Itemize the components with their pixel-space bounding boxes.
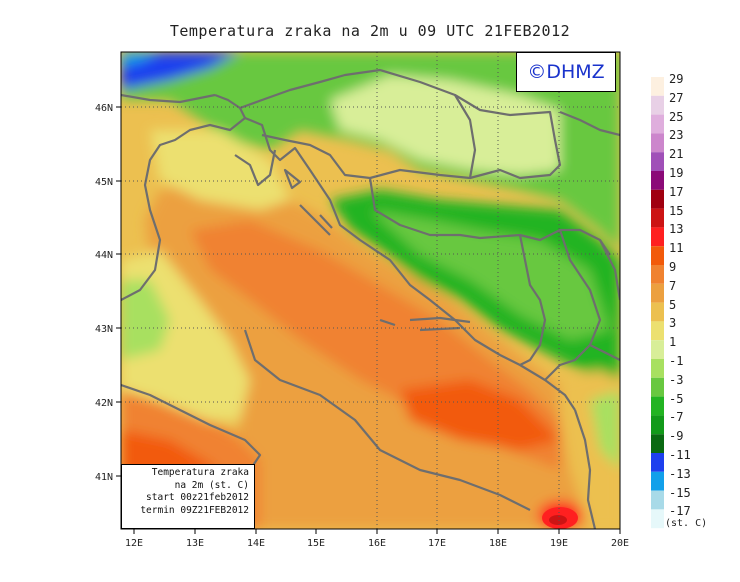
- legend-label: -11: [669, 448, 691, 462]
- legend-swatch: [651, 114, 664, 134]
- legend-label: 11: [669, 241, 684, 256]
- legend-label: 27: [669, 90, 684, 105]
- y-tick-label: 45N: [95, 177, 113, 188]
- legend-unit: (st. C): [665, 518, 708, 529]
- legend-label: 9: [669, 260, 677, 274]
- legend-swatch: [651, 471, 664, 491]
- y-tick-label: 44N: [95, 250, 113, 261]
- legend-label: 17: [669, 184, 684, 199]
- legend-swatch: [651, 396, 664, 416]
- legend-swatch: [651, 246, 664, 265]
- legend-swatch: [651, 265, 664, 284]
- legend-label: -17: [669, 504, 691, 519]
- x-tick-label: 17E: [428, 538, 446, 549]
- y-tick-label: 42N: [95, 398, 113, 409]
- legend-swatch: [651, 321, 664, 341]
- legend-swatch: [651, 152, 664, 171]
- legend-swatch: [651, 340, 664, 359]
- legend-label: -15: [669, 485, 691, 500]
- legend-label: 23: [669, 128, 684, 143]
- info-line: start 00z21feb2012: [146, 492, 249, 503]
- legend-label: 3: [669, 316, 677, 331]
- legend-label: 13: [669, 222, 684, 237]
- legend-label: -3: [669, 372, 684, 387]
- dhmz-logo: ©DHMZ: [516, 52, 616, 92]
- tick-marks: [116, 106, 621, 534]
- x-tick-label: 12E: [125, 538, 143, 549]
- legend-swatch: [651, 208, 664, 228]
- legend-swatch: [651, 133, 664, 153]
- temperature-field: [121, 52, 620, 529]
- legend-swatch: [651, 302, 664, 322]
- legend-swatch: [651, 189, 664, 209]
- legend-label: 1: [669, 335, 677, 350]
- legend-label: -7: [669, 410, 684, 425]
- y-axis-labels: 46N 45N 44N 43N 42N 41N: [95, 103, 113, 483]
- map-title: Temperatura zraka na 2m u 09 UTC 21FEB20…: [169, 22, 571, 40]
- legend-label: -1: [669, 354, 684, 368]
- legend-label: 5: [669, 297, 677, 312]
- legend-label: 29: [669, 72, 684, 86]
- legend-swatch: [651, 509, 664, 529]
- y-tick-label: 43N: [95, 324, 113, 335]
- x-tick-label: 16E: [368, 538, 386, 549]
- legend-label: -9: [669, 429, 684, 444]
- info-line: na 2m (st. C): [174, 479, 249, 491]
- legend-label: 25: [669, 109, 684, 124]
- coastline-borders: [121, 68, 620, 529]
- map-frame: [120, 51, 621, 530]
- legend-swatch: [651, 377, 664, 397]
- x-tick-label: 13E: [186, 538, 204, 549]
- x-tick-label: 15E: [307, 538, 325, 549]
- info-line: Temperatura zraka: [151, 467, 249, 478]
- legend-swatch: [651, 171, 664, 190]
- y-tick-label: 46N: [95, 103, 113, 114]
- legend-label: 15: [669, 203, 684, 218]
- x-tick-label: 14E: [247, 538, 265, 549]
- legend-color-bar: [651, 77, 664, 529]
- info-box: Temperatura zraka na 2m (st. C) start 00…: [121, 464, 255, 529]
- legend-label: 19: [669, 166, 684, 180]
- legend-label: 7: [669, 278, 677, 293]
- legend-label: 21: [669, 147, 684, 162]
- x-tick-label: 20E: [611, 538, 629, 549]
- info-line: termin 09Z21FEB2012: [140, 504, 249, 516]
- legend-swatch: [651, 227, 664, 247]
- legend-label: -13: [669, 466, 691, 481]
- x-tick-label: 19E: [550, 538, 568, 549]
- legend-swatch: [651, 490, 664, 510]
- legend-swatch: [651, 77, 664, 96]
- legend-swatch: [651, 95, 664, 115]
- legend-swatch: [651, 453, 664, 472]
- legend-swatch: [651, 415, 664, 435]
- x-axis-labels: 12E 13E 14E 15E 16E 17E 18E 19E 20E: [125, 538, 629, 549]
- legend-swatch: [651, 434, 664, 453]
- legend-label: -5: [669, 391, 684, 406]
- x-tick-label: 18E: [489, 538, 507, 549]
- legend-swatch: [651, 283, 664, 303]
- legend-swatch: [651, 359, 664, 378]
- y-tick-label: 41N: [95, 472, 113, 483]
